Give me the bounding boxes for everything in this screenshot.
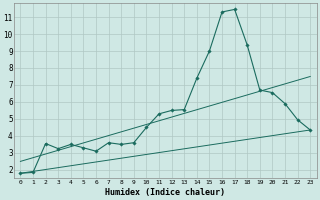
X-axis label: Humidex (Indice chaleur): Humidex (Indice chaleur) (105, 188, 225, 197)
